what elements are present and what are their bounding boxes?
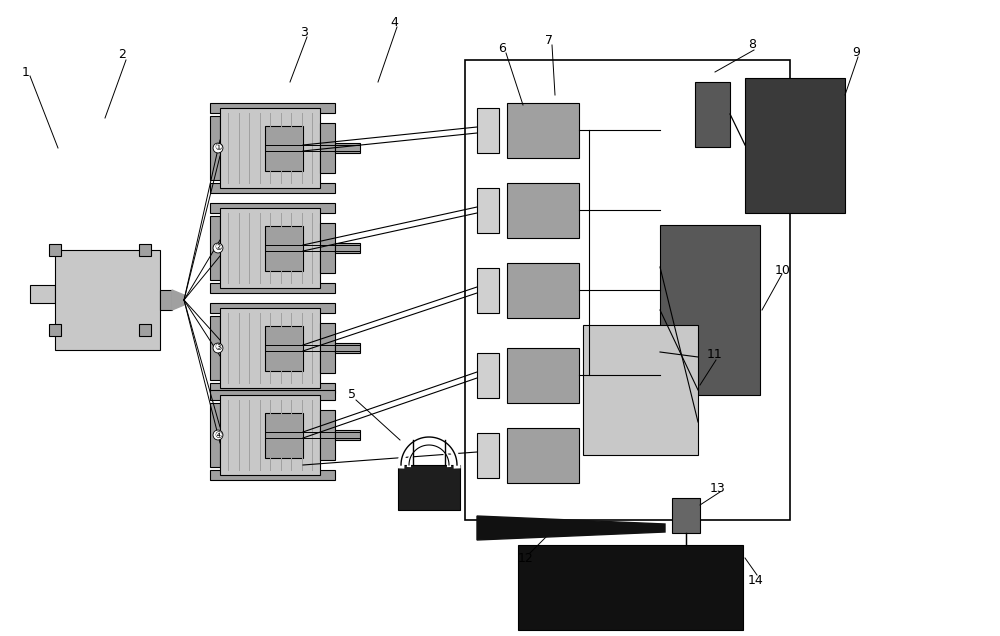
Bar — [220, 208, 320, 288]
Bar — [55, 250, 160, 350]
Bar — [695, 82, 730, 147]
Polygon shape — [477, 516, 665, 540]
Bar — [672, 498, 700, 533]
Bar — [139, 244, 151, 256]
Text: 10: 10 — [775, 263, 791, 277]
Bar — [49, 244, 61, 256]
Text: ①: ① — [214, 144, 222, 153]
Bar — [477, 433, 499, 478]
Bar — [507, 428, 579, 483]
Bar — [477, 108, 499, 153]
Text: 7: 7 — [545, 34, 553, 46]
Bar — [139, 324, 151, 336]
Bar — [220, 395, 320, 475]
Text: ③: ③ — [214, 343, 222, 352]
Text: 3: 3 — [300, 25, 308, 39]
Bar — [210, 470, 335, 480]
Bar — [30, 285, 55, 303]
Bar — [398, 465, 460, 510]
Bar — [210, 283, 335, 293]
Bar — [465, 60, 790, 520]
Bar — [507, 103, 579, 158]
Polygon shape — [172, 290, 184, 310]
Text: 2: 2 — [118, 48, 126, 62]
Text: 1: 1 — [22, 66, 30, 78]
Text: 12: 12 — [518, 551, 534, 565]
Bar — [210, 383, 335, 393]
Bar — [265, 326, 303, 371]
Bar — [265, 126, 303, 171]
Bar — [210, 216, 220, 280]
Bar — [265, 413, 303, 458]
Text: ②: ② — [214, 244, 222, 252]
Bar — [320, 223, 335, 273]
Text: 13: 13 — [710, 481, 726, 495]
Text: ④: ④ — [214, 431, 222, 439]
Bar — [210, 303, 335, 313]
Text: 6: 6 — [498, 41, 506, 55]
Bar — [210, 103, 335, 113]
Bar — [320, 323, 335, 373]
Bar — [660, 225, 760, 395]
Bar — [477, 188, 499, 233]
Bar — [507, 348, 579, 403]
Bar — [220, 108, 320, 188]
Bar — [210, 316, 220, 380]
Bar — [335, 343, 360, 353]
Bar — [335, 143, 360, 153]
Text: 5: 5 — [348, 389, 356, 401]
Bar — [210, 116, 220, 180]
Bar — [507, 263, 579, 318]
Text: 4: 4 — [390, 15, 398, 29]
Bar — [335, 430, 360, 440]
Bar — [210, 203, 335, 213]
Bar — [745, 78, 845, 213]
Bar — [320, 410, 335, 460]
Bar — [583, 325, 698, 455]
Bar — [507, 183, 579, 238]
Bar — [265, 226, 303, 271]
Bar — [210, 183, 335, 193]
Bar — [210, 403, 220, 467]
Text: 8: 8 — [748, 39, 756, 52]
Bar — [210, 390, 335, 400]
Bar — [335, 243, 360, 253]
Text: 11: 11 — [707, 349, 723, 361]
Bar — [220, 308, 320, 388]
Bar — [518, 545, 743, 630]
Bar — [477, 268, 499, 313]
Bar — [160, 290, 172, 310]
Bar — [320, 123, 335, 173]
Text: 9: 9 — [852, 46, 860, 59]
Bar — [49, 324, 61, 336]
Bar — [477, 353, 499, 398]
Text: 14: 14 — [748, 574, 764, 586]
